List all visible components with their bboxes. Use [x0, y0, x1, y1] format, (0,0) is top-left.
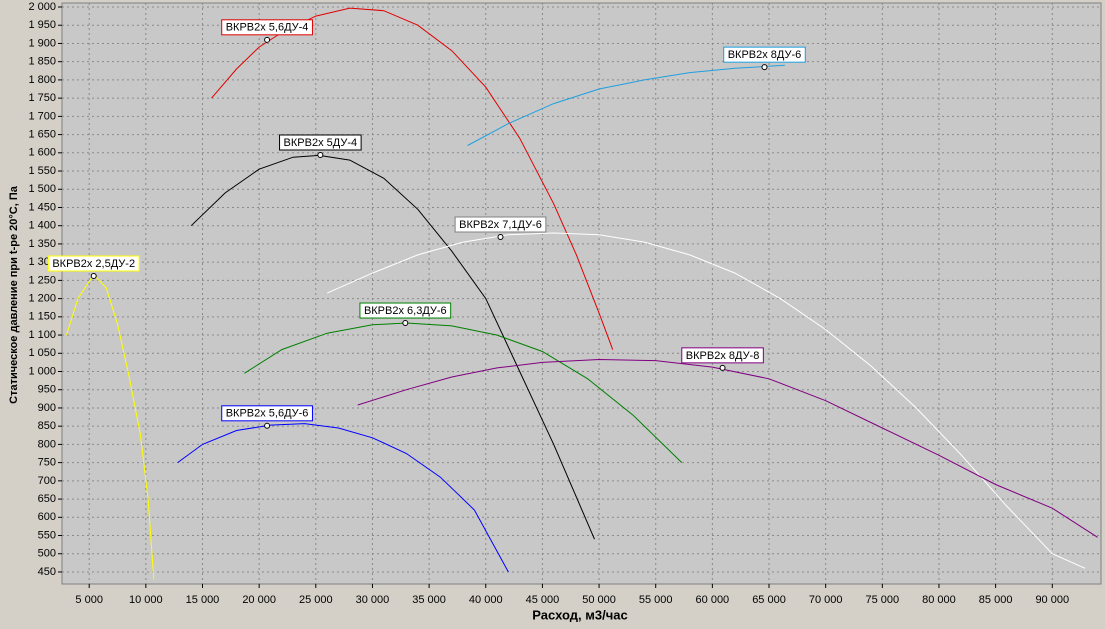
label-marker	[317, 151, 324, 158]
y-tick-label: 1 850	[28, 56, 56, 68]
series-label-text: ВКРВ2х 5ДУ-4	[284, 137, 358, 149]
series-label: ВКРВ2х 7,1ДУ-6	[454, 216, 547, 233]
series-label-text: ВКРВ2х 8ДУ-6	[728, 49, 802, 61]
y-tick-label: 850	[38, 420, 56, 432]
series-label-text: ВКРВ2х 8ДУ-8	[686, 350, 760, 362]
series-label: ВКРВ2х 5,6ДУ-6	[221, 405, 313, 422]
series-label-box	[221, 405, 313, 422]
y-tick-label: 2 000	[28, 1, 56, 13]
series-label-box	[723, 46, 806, 63]
label-marker	[719, 364, 726, 371]
x-tick-label: 45 000	[526, 594, 560, 606]
series-label-box	[279, 134, 362, 151]
series-label: ВКРВ2х 6,3ДУ-6	[359, 302, 452, 319]
series-label-text: ВКРВ2х 5,6ДУ-6	[226, 408, 309, 420]
y-tick-label: 900	[38, 402, 56, 414]
x-tick-label: 25 000	[299, 594, 333, 606]
series-line	[177, 423, 509, 573]
label-marker	[402, 320, 409, 327]
x-tick-label: 20 000	[242, 594, 276, 606]
y-tick-label: 500	[38, 548, 56, 560]
series-line	[190, 154, 595, 540]
y-tick-label: 1 600	[28, 147, 56, 159]
series-label-box	[454, 216, 547, 233]
series-label-text: ВКРВ2х 5,6ДУ-4	[226, 22, 309, 34]
x-tick-label: 15 000	[186, 594, 220, 606]
series-label-box	[681, 347, 764, 364]
y-tick-label: 1 900	[28, 37, 56, 49]
label-marker	[90, 273, 97, 280]
x-tick-label: 75 000	[865, 594, 899, 606]
series-line	[467, 64, 785, 146]
y-tick-label: 1 250	[28, 274, 56, 286]
y-tick-label: 550	[38, 529, 56, 541]
series-line	[66, 274, 155, 580]
series-line	[357, 358, 1098, 538]
x-tick-label: 60 000	[696, 594, 730, 606]
y-tick-label: 1 800	[28, 74, 56, 86]
y-tick-label: 700	[38, 475, 56, 487]
series-line	[326, 232, 1086, 569]
y-tick-label: 1 150	[28, 311, 56, 323]
plot-area	[61, 2, 1102, 585]
series-label-box	[221, 19, 313, 36]
y-tick-label: 1 500	[28, 183, 56, 195]
y-tick-label: 950	[38, 384, 56, 396]
y-tick-label: 1 400	[28, 220, 56, 232]
y-axis-title: Статическое давление при t-ре 20°C, Па	[8, 185, 20, 404]
y-tick-label: 800	[38, 438, 56, 450]
series-line	[244, 322, 683, 463]
x-tick-label: 5 000	[75, 594, 103, 606]
y-tick-label: 1 950	[28, 19, 56, 31]
x-tick-label: 65 000	[752, 594, 786, 606]
series-label-text: ВКРВ2х 6,3ДУ-6	[364, 305, 447, 317]
x-tick-label: 90 000	[1035, 594, 1069, 606]
y-tick-label: 1 000	[28, 365, 56, 377]
series-label: ВКРВ2х 2,5ДУ-2	[47, 255, 140, 272]
x-tick-label: 80 000	[922, 594, 956, 606]
series-label: ВКРВ2х 8ДУ-6	[723, 46, 806, 63]
label-marker	[761, 64, 768, 71]
y-tick-label: 1 700	[28, 110, 56, 122]
series-label: ВКРВ2х 5,6ДУ-4	[221, 19, 313, 36]
x-tick-label: 10 000	[129, 594, 163, 606]
series-label-box	[47, 255, 140, 272]
y-tick-label: 1 350	[28, 238, 56, 250]
series-label-text: ВКРВ2х 2,5ДУ-2	[52, 258, 135, 270]
y-tick-label: 600	[38, 511, 56, 523]
y-tick-label: 1 100	[28, 329, 56, 341]
y-tick-label: 1 200	[28, 293, 56, 305]
x-tick-label: 35 000	[412, 594, 446, 606]
y-tick-label: 1 750	[28, 92, 56, 104]
x-tick-label: 70 000	[809, 594, 843, 606]
label-marker	[497, 234, 504, 241]
label-marker	[264, 422, 271, 429]
x-tick-label: 85 000	[979, 594, 1013, 606]
y-tick-label: 1 050	[28, 347, 56, 359]
x-tick-label: 55 000	[639, 594, 673, 606]
y-tick-label: 650	[38, 493, 56, 505]
y-tick-label: 1 550	[28, 165, 56, 177]
series-label-text: ВКРВ2х 7,1ДУ-6	[459, 219, 542, 231]
series-label-box	[359, 302, 452, 319]
x-tick-label: 50 000	[582, 594, 616, 606]
series-label: ВКРВ2х 5ДУ-4	[279, 134, 362, 151]
label-marker	[264, 36, 271, 43]
x-tick-label: 40 000	[469, 594, 503, 606]
y-tick-label: 750	[38, 457, 56, 469]
x-axis-title: Расход, м3/час	[532, 607, 627, 622]
series-label: ВКРВ2х 8ДУ-8	[681, 347, 764, 364]
y-tick-label: 1 450	[28, 201, 56, 213]
y-tick-label: 450	[38, 566, 56, 578]
x-tick-label: 30 000	[356, 594, 390, 606]
y-tick-label: 1 650	[28, 128, 56, 140]
